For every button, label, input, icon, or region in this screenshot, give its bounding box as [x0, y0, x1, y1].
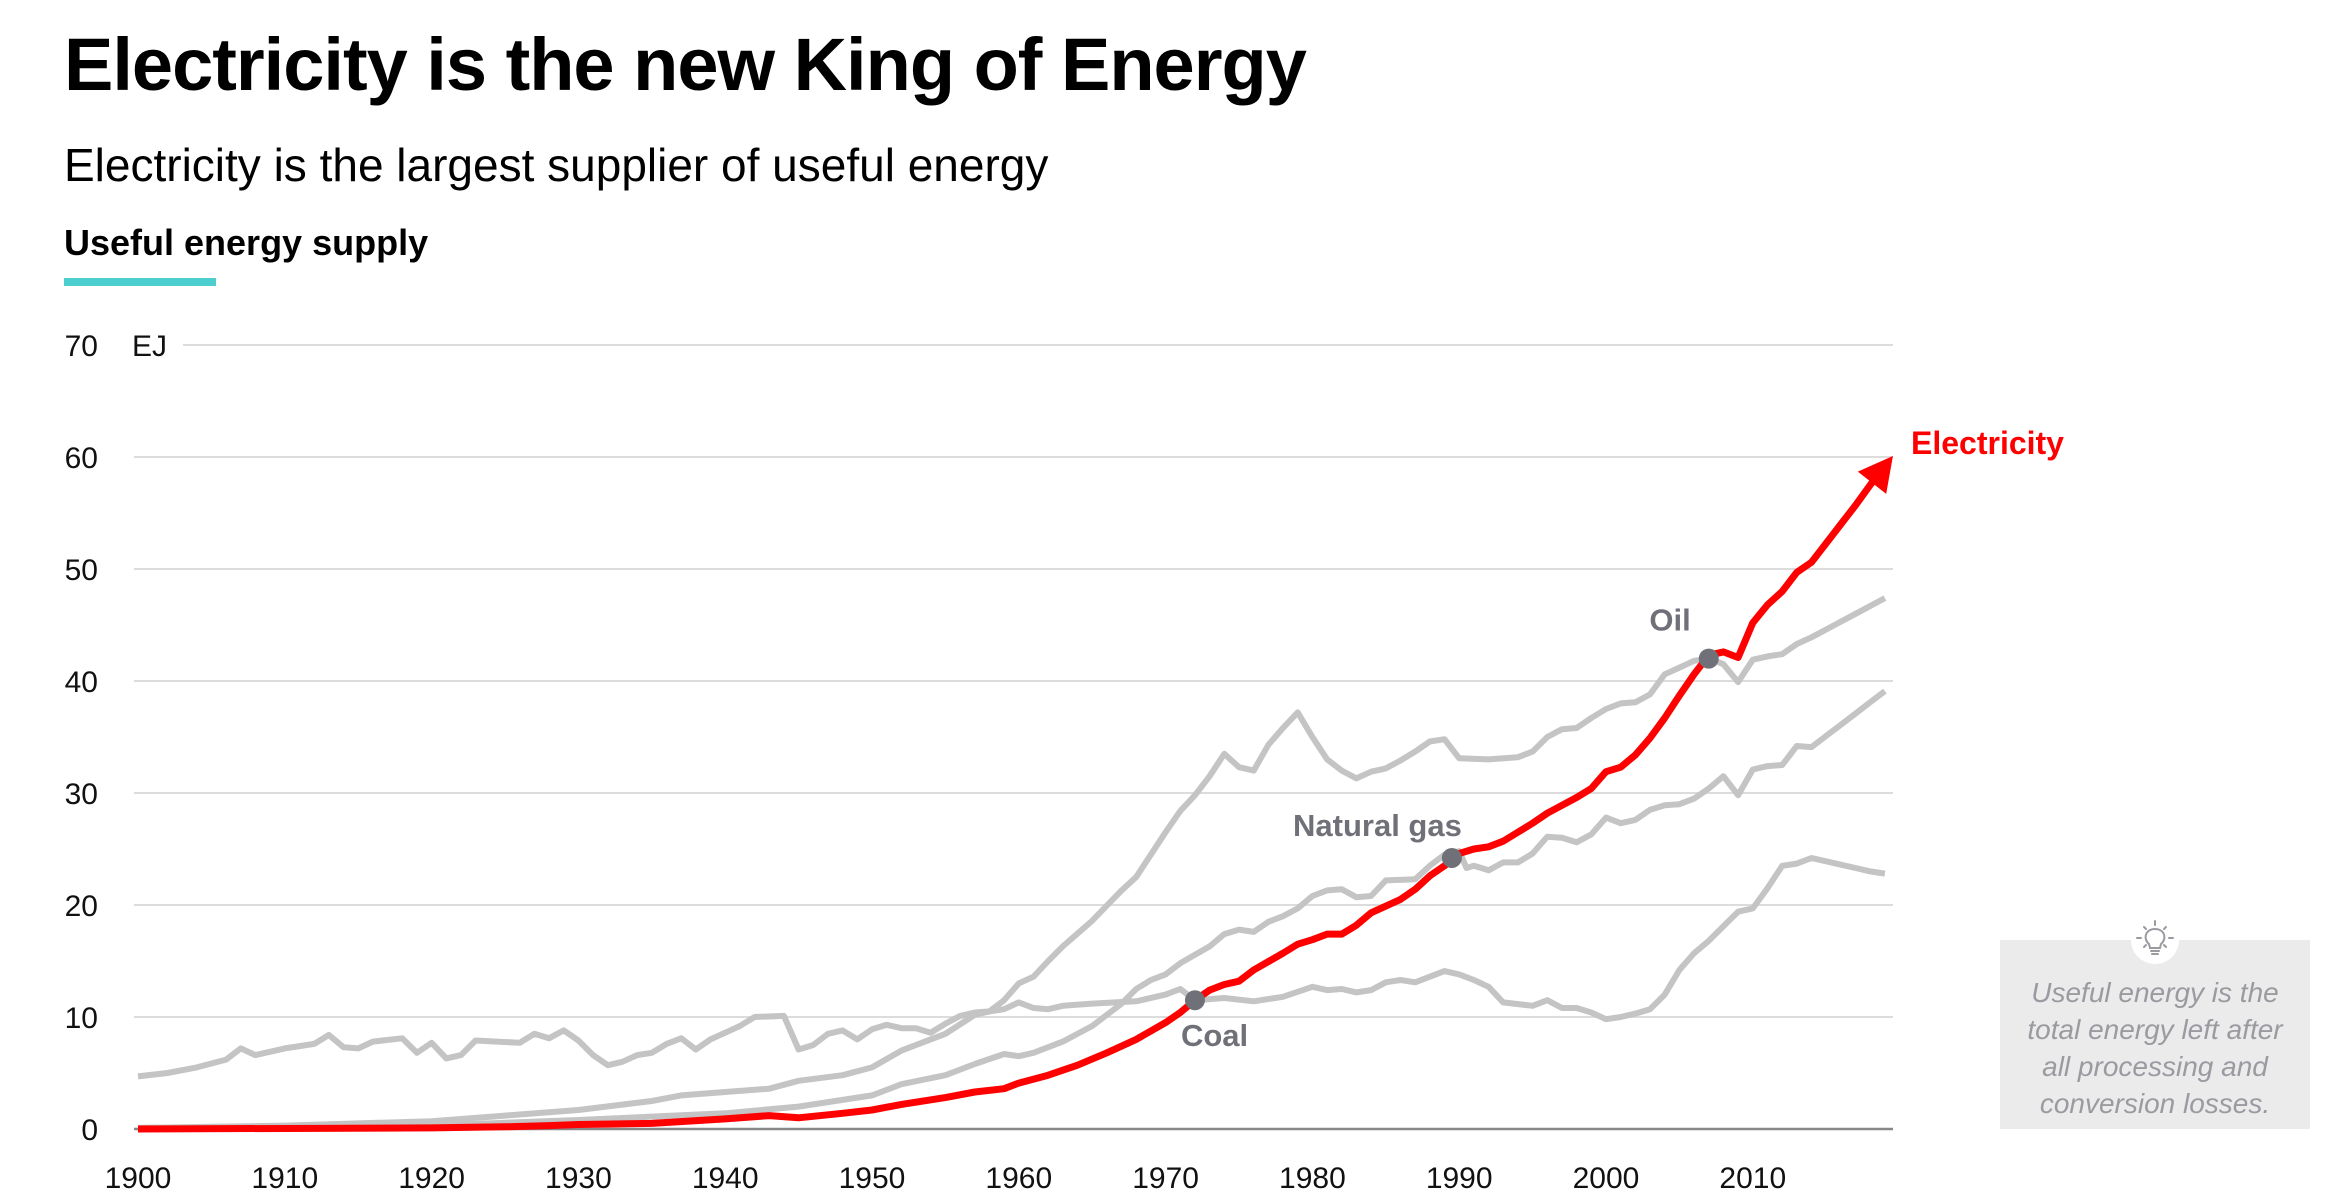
y-tick-label: 60	[65, 442, 98, 475]
x-tick-label: 1970	[1132, 1162, 1199, 1195]
series-label-coal: Coal	[1181, 1018, 1248, 1053]
marker-oil	[1698, 648, 1719, 669]
marker-coal	[1184, 990, 1205, 1011]
x-tick-label: 2000	[1573, 1162, 1640, 1195]
note-text: Useful energy is the total energy left a…	[2000, 974, 2310, 1122]
lightbulb-icon	[2131, 916, 2179, 964]
x-tick-label: 1990	[1426, 1162, 1493, 1195]
note-box: Useful energy is the total energy left a…	[2000, 940, 2310, 1129]
x-tick-label: 1960	[985, 1162, 1052, 1195]
x-tick-label: 1900	[105, 1162, 172, 1195]
chart-subtitle: Electricity is the largest supplier of u…	[64, 139, 1049, 191]
series-label-electricity: Electricity	[1911, 425, 2064, 461]
x-tick-label: 1910	[251, 1162, 318, 1195]
x-tick-label: 1920	[398, 1162, 465, 1195]
y-tick-label: 30	[65, 778, 98, 811]
y-tick-label: 70	[65, 330, 98, 363]
x-tick-label: 1930	[545, 1162, 612, 1195]
y-tick-label: 40	[65, 666, 98, 699]
series-line-coal	[137, 855, 1886, 1080]
note-line: Useful energy is the	[2031, 977, 2279, 1008]
series-line-natural-gas	[137, 688, 1887, 1131]
x-tick-label: 2010	[1719, 1162, 1786, 1195]
y-tick-label: 10	[65, 1002, 98, 1035]
y-unit-label: EJ	[132, 330, 167, 363]
series-line-oil	[137, 595, 1887, 1131]
note-line: total energy left after	[2027, 1014, 2283, 1045]
series-label-natural-gas: Natural gas	[1293, 808, 1462, 843]
arrow-head	[1857, 455, 1893, 494]
section-heading: Useful energy supply	[64, 222, 429, 263]
x-tick-label: 1940	[692, 1162, 759, 1195]
y-tick-label: 20	[65, 890, 98, 923]
y-tick-label: 0	[81, 1114, 98, 1147]
x-tick-label: 1980	[1279, 1162, 1346, 1195]
x-tick-label: 1950	[839, 1162, 906, 1195]
marker-natural-gas	[1441, 847, 1462, 868]
series-line-electricity	[137, 463, 1888, 1133]
series-label-oil: Oil	[1649, 603, 1690, 638]
note-line: all processing and	[2042, 1051, 2268, 1082]
accent-underline	[64, 278, 216, 286]
y-tick-label: 50	[65, 554, 98, 587]
note-line: conversion losses.	[2039, 1088, 2271, 1119]
chart-title: Electricity is the new King of Energy	[64, 23, 1307, 106]
